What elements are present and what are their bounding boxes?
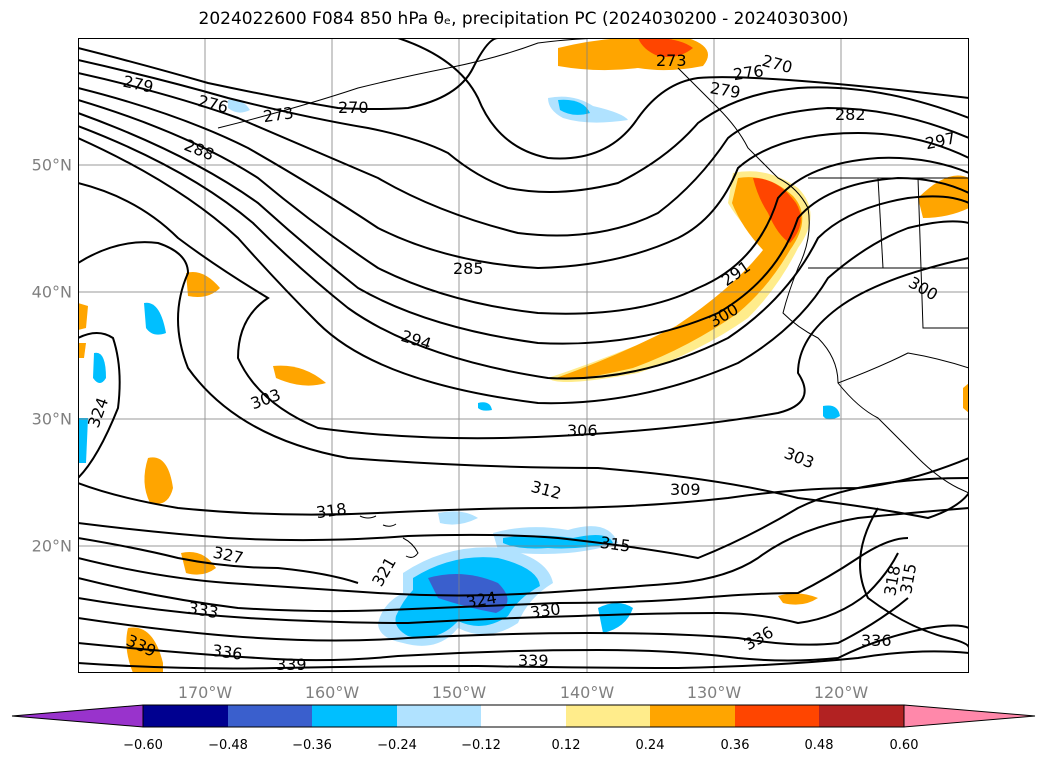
colorbar-tick: 0.48	[804, 738, 834, 753]
contour-label: 276	[732, 61, 765, 84]
colorbar-tick: −0.48	[208, 738, 248, 753]
contour-label: 270	[338, 98, 369, 117]
colorbar-segment	[397, 705, 481, 727]
contour-label: 339	[518, 651, 549, 670]
contour-label: 336	[861, 631, 892, 650]
colorbar-tick: −0.36	[292, 738, 332, 753]
contour-label: 330	[529, 599, 562, 622]
colorbar-segment	[819, 705, 904, 727]
colorbar-tick: 0.60	[889, 738, 919, 753]
graticule	[78, 38, 969, 673]
longitude-label: 130°W	[686, 683, 742, 702]
theta-e-contours	[78, 38, 969, 670]
contour-label: 333	[187, 598, 220, 622]
colorbar-segment	[228, 705, 312, 727]
contour-label: 315	[599, 533, 632, 556]
latitude-label: 40°N	[31, 282, 72, 302]
contour-label: 306	[567, 421, 598, 440]
precip-patch	[273, 365, 326, 386]
contour-label: 300	[905, 273, 941, 305]
precip-patch	[963, 383, 969, 413]
colorbar-tick: −0.24	[377, 738, 417, 753]
colorbar-segment	[312, 705, 397, 727]
colorbar-extend-high	[903, 704, 1036, 728]
colorbar-segment	[481, 705, 566, 727]
precip-patch	[478, 402, 492, 411]
precip-patch	[186, 272, 220, 297]
latitude-label: 50°N	[31, 155, 72, 175]
map-svg: 279 276 273 270 273 276 270 279 282 297 …	[78, 38, 969, 673]
precip-patch	[428, 574, 508, 613]
contour-label: 336	[211, 641, 244, 664]
contour-label: 294	[399, 326, 434, 354]
contour-label: 273	[656, 51, 687, 70]
colorbar-segment	[650, 705, 735, 727]
colorbar-tick: −0.12	[461, 738, 501, 753]
latitude-label: 30°N	[31, 409, 72, 429]
precip-patch	[144, 302, 166, 335]
contour-label: 321	[368, 554, 400, 590]
precip-patch	[753, 178, 801, 243]
colorbar-segment	[735, 705, 819, 727]
contour-label: 282	[835, 105, 866, 124]
map-plot[interactable]: 279 276 273 270 273 276 270 279 282 297 …	[78, 38, 969, 673]
contour-label: 270	[760, 51, 794, 77]
precip-patch	[228, 99, 250, 113]
contour-label: 318	[315, 499, 348, 522]
colorbar-segment	[143, 705, 228, 727]
precip-patch	[823, 405, 840, 420]
longitude-label: 150°W	[431, 683, 487, 702]
contour-label: 303	[781, 443, 816, 472]
precip-patch	[598, 603, 633, 633]
colorbar	[11, 704, 1036, 728]
contour-label: 309	[670, 480, 701, 499]
latitude-label: 20°N	[31, 536, 72, 556]
contour-label: 315	[896, 562, 920, 595]
precip-patch	[78, 418, 88, 463]
contour-label: 339	[276, 655, 307, 673]
contour-label: 276	[196, 91, 230, 117]
contour-label: 273	[262, 103, 295, 126]
contour-label: 336	[741, 622, 777, 654]
precip-patch	[438, 511, 478, 525]
contour-label: 303	[248, 385, 283, 413]
colorbar-tick: 0.24	[635, 738, 665, 753]
page-title: 2024022600 F084 850 hPa θₑ, precipitatio…	[198, 9, 849, 29]
colorbar-tick: −0.60	[123, 738, 163, 753]
contour-label: 285	[453, 259, 484, 278]
longitude-label: 160°W	[304, 683, 360, 702]
colorbar-tick: 0.36	[720, 738, 750, 753]
colorbar-segment	[566, 705, 650, 727]
precip-patch	[78, 343, 86, 358]
contour-label: 279	[121, 72, 155, 97]
contour-label: 312	[529, 477, 563, 503]
precip-patch	[93, 352, 106, 383]
colorbar-tick: 0.12	[551, 738, 581, 753]
precip-patch	[778, 593, 818, 605]
precip-patch	[503, 534, 613, 549]
precip-patch	[558, 99, 590, 115]
longitude-label: 120°W	[813, 683, 869, 702]
precip-patch	[78, 303, 88, 330]
contour-label: 324	[84, 395, 112, 430]
precip-patch	[638, 38, 693, 57]
longitude-label: 170°W	[177, 683, 233, 702]
colorbar-extend-low	[11, 704, 144, 728]
precip-patch	[181, 552, 216, 575]
longitude-label: 140°W	[559, 683, 615, 702]
precip-patch	[144, 457, 173, 504]
